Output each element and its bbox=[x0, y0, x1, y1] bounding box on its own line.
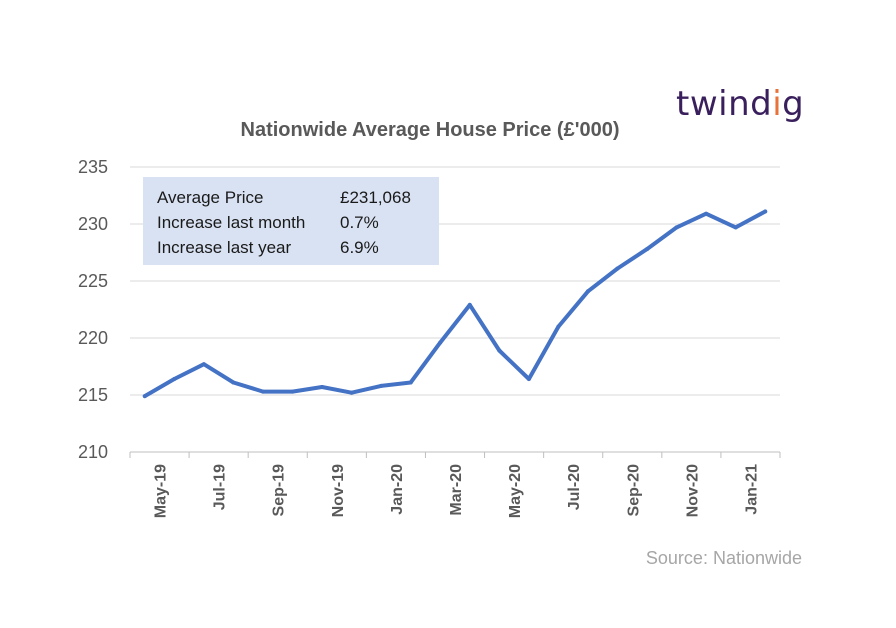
data-point bbox=[201, 362, 206, 367]
data-point bbox=[615, 266, 620, 271]
logo-accent: i bbox=[772, 84, 783, 124]
grid-lines bbox=[130, 166, 780, 396]
info-label-increase-year: Increase last year bbox=[157, 238, 292, 257]
x-tick-label: Mar-20 bbox=[448, 464, 465, 516]
y-tick-label: 215 bbox=[78, 385, 108, 405]
data-point bbox=[379, 383, 384, 388]
x-tick-label: Sep-20 bbox=[625, 464, 642, 517]
series-line bbox=[142, 209, 768, 399]
info-value-average-price: £231,068 bbox=[340, 188, 411, 207]
info-value-increase-month: 0.7% bbox=[340, 213, 379, 232]
x-tick-label: Jul-20 bbox=[566, 464, 583, 510]
x-tick-label: May-20 bbox=[507, 464, 524, 518]
data-point bbox=[526, 377, 531, 381]
logo-text-main: twind bbox=[676, 84, 773, 124]
y-tick-label: 235 bbox=[78, 157, 108, 177]
info-label-average-price: Average Price bbox=[157, 188, 263, 207]
data-point bbox=[408, 380, 413, 385]
x-tick-label: Jan-20 bbox=[389, 464, 406, 515]
x-tick-label: Sep-19 bbox=[271, 464, 288, 517]
y-tick-label: 225 bbox=[78, 271, 108, 291]
data-point bbox=[142, 394, 147, 399]
data-point bbox=[674, 225, 679, 230]
chart-title: Nationwide Average House Price (£'000) bbox=[241, 119, 620, 141]
x-tick-label: Nov-20 bbox=[684, 464, 701, 517]
data-point bbox=[172, 377, 177, 381]
data-point bbox=[704, 211, 709, 216]
data-point bbox=[645, 247, 649, 252]
x-tick-label: Jul-19 bbox=[212, 464, 229, 510]
data-point bbox=[261, 389, 265, 394]
data-point bbox=[586, 289, 590, 294]
twindig-logo: twindig bbox=[676, 84, 804, 124]
y-tick-label: 210 bbox=[78, 442, 108, 462]
data-point bbox=[290, 389, 295, 394]
data-point bbox=[467, 302, 472, 307]
x-tick-label: Jan-21 bbox=[743, 464, 760, 515]
info-box: Average Price £231,068 Increase last mon… bbox=[143, 177, 439, 265]
data-point bbox=[497, 348, 502, 353]
data-point bbox=[231, 380, 236, 385]
y-tick-label: 230 bbox=[78, 214, 108, 234]
x-tick-label: May-19 bbox=[153, 464, 170, 518]
data-point bbox=[438, 340, 443, 345]
x-axis: May-19 Jul-19 Sep-19 Nov-19 Jan-20 Mar-20 May-… bbox=[129, 451, 781, 518]
source-note: Source: Nationwide bbox=[646, 548, 802, 568]
info-value-increase-year: 6.9% bbox=[340, 238, 379, 257]
info-label-increase-month: Increase last month bbox=[157, 213, 305, 232]
y-tick-label: 220 bbox=[78, 328, 108, 348]
data-point bbox=[763, 209, 768, 214]
series-group bbox=[142, 209, 768, 399]
data-point bbox=[320, 385, 324, 389]
y-axis-ticks: 210 215 220 225 230 235 bbox=[78, 157, 108, 462]
logo-text-end: g bbox=[782, 84, 805, 124]
data-point bbox=[349, 390, 354, 395]
data-point bbox=[556, 324, 561, 329]
x-tick-label: Nov-19 bbox=[330, 464, 347, 517]
info-box-background bbox=[143, 177, 439, 265]
data-point bbox=[733, 225, 738, 230]
